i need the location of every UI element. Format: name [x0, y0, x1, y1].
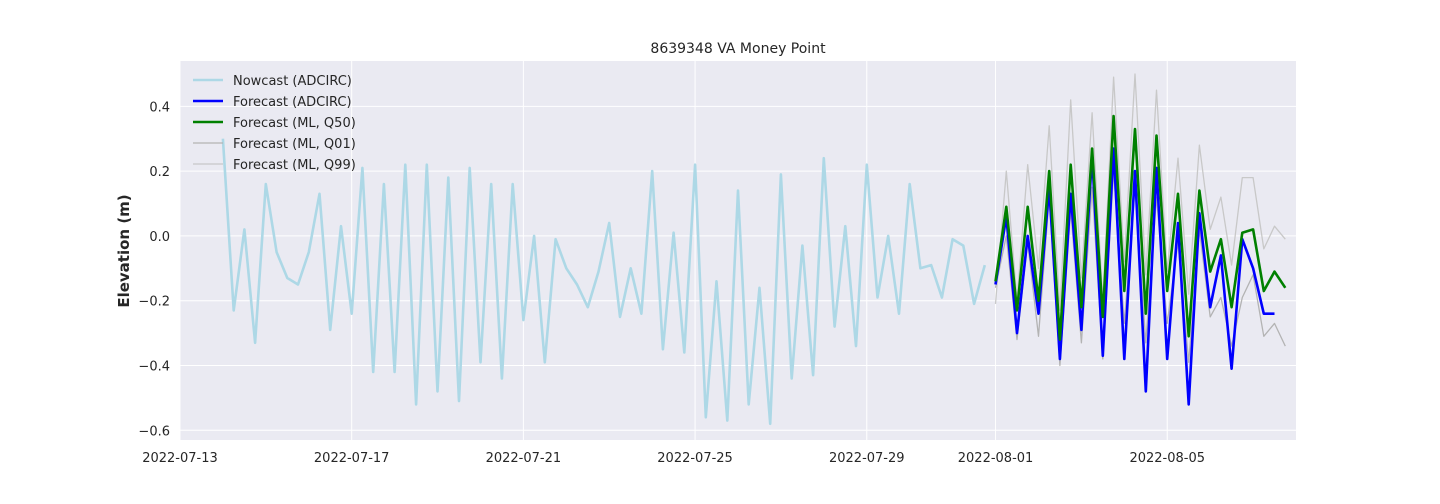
- nowcast-line: [221, 138, 987, 426]
- y-axis-label: Elevation (m): [115, 194, 133, 307]
- x-tick-label: 2022-07-13: [142, 451, 218, 466]
- x-tick-label: 2022-07-21: [486, 451, 562, 466]
- x-tick-label: 2022-07-25: [657, 451, 733, 466]
- y-tick-label: −0.2: [138, 295, 170, 310]
- legend-entry: Forecast (ADCIRC): [233, 95, 352, 110]
- legend-entry: Forecast (ML, Q99): [233, 158, 356, 173]
- forecast-q50-line: [994, 114, 1287, 341]
- legend-entry: Forecast (ML, Q01): [233, 137, 356, 152]
- legend: Nowcast (ADCIRC) Forecast (ADCIRC) Forecas…: [193, 74, 356, 173]
- x-tick-label: 2022-07-17: [314, 451, 390, 466]
- x-tick-labels: 2022-07-13 2022-07-17 2022-07-21 2022-07-25…: [142, 451, 1205, 466]
- x-tick-label: 2022-08-05: [1129, 451, 1205, 466]
- chart-title: 8639348 VA Money Point: [650, 41, 826, 57]
- y-tick-label: 0.2: [149, 165, 170, 180]
- legend-entry: Forecast (ML, Q50): [233, 116, 356, 131]
- series-lines: [221, 73, 1287, 426]
- legend-entry: Nowcast (ADCIRC): [233, 74, 352, 89]
- y-tick-label: −0.6: [138, 424, 170, 439]
- forecast-q99-line: [994, 73, 1286, 312]
- x-tick-label: 2022-07-29: [829, 451, 905, 466]
- x-tick-label: 2022-08-01: [958, 451, 1034, 466]
- y-tick-label: −0.4: [138, 359, 170, 374]
- y-tick-label: 0.0: [149, 230, 170, 245]
- y-tick-label: 0.4: [149, 100, 170, 115]
- y-tick-labels: −0.6 −0.4 −0.2 0.0 0.2 0.4: [138, 100, 170, 439]
